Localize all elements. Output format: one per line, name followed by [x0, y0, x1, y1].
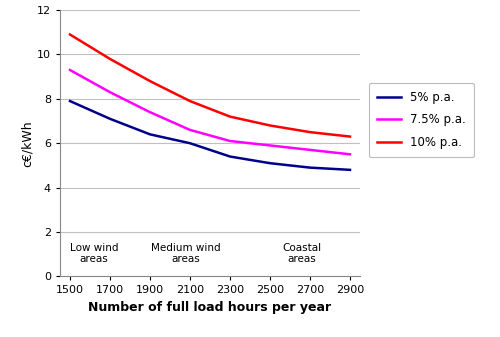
7.5% p.a. [347, 152, 353, 156]
5% p.a. [307, 165, 313, 170]
7.5% p.a. [307, 148, 313, 152]
7.5% p.a. [267, 144, 273, 148]
10% p.a. [267, 123, 273, 127]
10% p.a. [107, 57, 113, 61]
5% p.a. [267, 161, 273, 165]
Text: Low wind
areas: Low wind areas [70, 243, 118, 264]
Line: 7.5% p.a.: 7.5% p.a. [70, 70, 350, 154]
10% p.a. [187, 99, 193, 103]
7.5% p.a. [187, 128, 193, 132]
5% p.a. [107, 117, 113, 121]
X-axis label: Number of full load hours per year: Number of full load hours per year [88, 301, 332, 314]
7.5% p.a. [147, 110, 153, 114]
Legend: 5% p.a., 7.5% p.a., 10% p.a.: 5% p.a., 7.5% p.a., 10% p.a. [369, 83, 474, 157]
10% p.a. [147, 79, 153, 83]
Line: 10% p.a.: 10% p.a. [70, 34, 350, 136]
5% p.a. [147, 132, 153, 136]
5% p.a. [227, 154, 233, 158]
7.5% p.a. [67, 68, 73, 72]
10% p.a. [307, 130, 313, 134]
7.5% p.a. [107, 90, 113, 94]
10% p.a. [347, 134, 353, 139]
Text: Coastal
areas: Coastal areas [282, 243, 322, 264]
Y-axis label: c€/kWh: c€/kWh [21, 120, 34, 166]
10% p.a. [67, 32, 73, 36]
5% p.a. [67, 99, 73, 103]
7.5% p.a. [227, 139, 233, 143]
Line: 5% p.a.: 5% p.a. [70, 101, 350, 170]
10% p.a. [227, 115, 233, 119]
5% p.a. [347, 168, 353, 172]
5% p.a. [187, 141, 193, 145]
Text: Medium wind
areas: Medium wind areas [151, 243, 221, 264]
